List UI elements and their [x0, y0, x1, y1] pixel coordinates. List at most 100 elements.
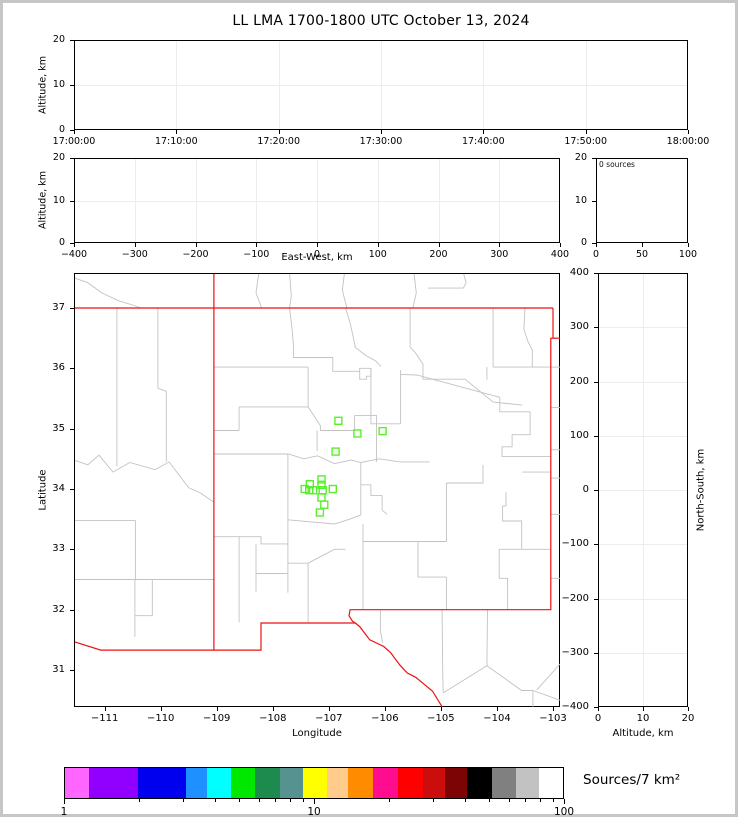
state-border-line: [354, 622, 443, 708]
state-border-line: [213, 274, 554, 651]
colorbar-segment: [137, 768, 186, 798]
ns-panel-ylabel: North-South, km: [695, 448, 707, 532]
colorbar-major-tick: [64, 799, 65, 804]
y-tick-label: 0: [58, 124, 65, 135]
lightning-source-marker: [300, 484, 309, 494]
colorbar-major-tick: [564, 799, 565, 804]
y-tick-mark: [594, 490, 598, 491]
gridline: [176, 41, 178, 129]
x-tick-label: 17:40:00: [461, 136, 505, 147]
colorbar-minor-tick: [238, 799, 240, 802]
county-border-line: [379, 609, 384, 643]
county-border-line: [442, 665, 488, 694]
y-tick-label: −100: [561, 538, 589, 550]
x-tick-mark: [317, 243, 318, 247]
x-tick-label: 300: [490, 249, 509, 260]
county-border-line: [134, 579, 153, 617]
gridline: [585, 41, 587, 129]
x-tick-label: 17:30:00: [359, 136, 403, 147]
x-tick-mark: [497, 707, 498, 711]
x-tick-mark: [596, 243, 597, 247]
lightning-source-marker: [328, 484, 338, 494]
y-tick-label: 400: [569, 267, 589, 278]
colorbar-segment: [207, 768, 232, 798]
x-tick-mark: [598, 707, 599, 711]
colorbar-segment: [65, 768, 90, 798]
colorbar-minor-tick: [552, 799, 554, 802]
county-border-line: [502, 492, 523, 550]
y-tick-mark: [592, 158, 596, 159]
x-tick-label: 17:50:00: [564, 136, 608, 147]
x-tick-label: 18:00:00: [666, 136, 710, 147]
gridline: [483, 41, 485, 129]
colorbar-segment: [372, 768, 399, 798]
x-tick-mark: [195, 243, 197, 247]
y-tick-mark: [594, 381, 598, 383]
gridline: [377, 159, 379, 242]
colorbar-segment: [444, 768, 468, 798]
y-tick-label: 0: [580, 237, 587, 248]
x-tick-mark: [440, 707, 442, 711]
county-border-line: [523, 307, 533, 368]
y-tick-label: −200: [561, 592, 589, 604]
y-tick-label: 37: [52, 302, 65, 313]
y-tick-label: −300: [561, 646, 589, 658]
county-border-line: [360, 484, 388, 515]
y-tick-mark: [70, 158, 74, 159]
x-tick-label: −108: [259, 713, 287, 724]
county-border-line: [289, 274, 292, 309]
y-tick-label: 100: [569, 429, 589, 441]
colorbar-minor-tick: [389, 799, 391, 802]
county-border-line: [498, 549, 509, 610]
x-tick-label: −400: [60, 249, 88, 260]
colorbar-minor-tick: [433, 799, 435, 802]
lightning-source-marker: [308, 485, 318, 495]
x-tick-mark: [104, 707, 106, 711]
county-border-line: [359, 367, 372, 380]
county-border-line: [532, 690, 561, 701]
y-tick-mark: [594, 544, 598, 546]
lightning-source-marker: [331, 447, 340, 456]
gridline: [278, 41, 280, 129]
x-tick-mark: [328, 707, 330, 711]
y-tick-label: 300: [569, 321, 589, 333]
y-tick-label: 35: [52, 422, 65, 434]
y-tick-mark: [70, 670, 74, 671]
y-tick-mark: [594, 327, 598, 329]
map-panel: [74, 273, 560, 707]
county-border-line: [213, 536, 288, 545]
colorbar: [64, 767, 564, 799]
colorbar-segment: [516, 768, 540, 798]
x-tick-label: −109: [202, 713, 231, 724]
gridline: [195, 159, 197, 242]
colorbar-minor-tick: [488, 799, 490, 802]
colorbar-label: Sources/7 km²: [583, 772, 681, 788]
gridline: [438, 159, 440, 242]
x-tick-label: 100: [368, 249, 387, 260]
county-border-line: [486, 609, 488, 666]
county-border-line: [289, 307, 360, 372]
y-tick-label: 10: [574, 194, 587, 206]
ns-panel-xlabel: Altitude, km: [612, 728, 674, 739]
y-tick-mark: [70, 243, 74, 244]
figure-title: LL LMA 1700-1800 UTC October 13, 2024: [232, 13, 530, 29]
county-border-line: [287, 514, 361, 525]
colorbar-segment: [492, 768, 517, 798]
x-tick-label: 0: [313, 249, 321, 260]
gridline: [643, 274, 644, 706]
x-tick-label: −200: [182, 249, 209, 260]
colorbar-segment: [255, 768, 281, 798]
y-tick-mark: [70, 40, 74, 41]
colorbar-tick-label: 1: [60, 806, 68, 817]
gridline: [499, 159, 501, 242]
county-border-line: [464, 378, 523, 406]
x-tick-label: 200: [429, 249, 448, 260]
y-tick-label: 20: [52, 152, 65, 163]
northsouth-height-panel: [598, 273, 688, 707]
colorbar-minor-tick: [302, 799, 304, 802]
colorbar-minor-tick: [464, 799, 466, 802]
colorbar-minor-tick: [525, 799, 527, 802]
county-border-line: [341, 274, 348, 309]
colorbar-segment: [422, 768, 445, 798]
y-tick-label: 34: [52, 483, 65, 494]
